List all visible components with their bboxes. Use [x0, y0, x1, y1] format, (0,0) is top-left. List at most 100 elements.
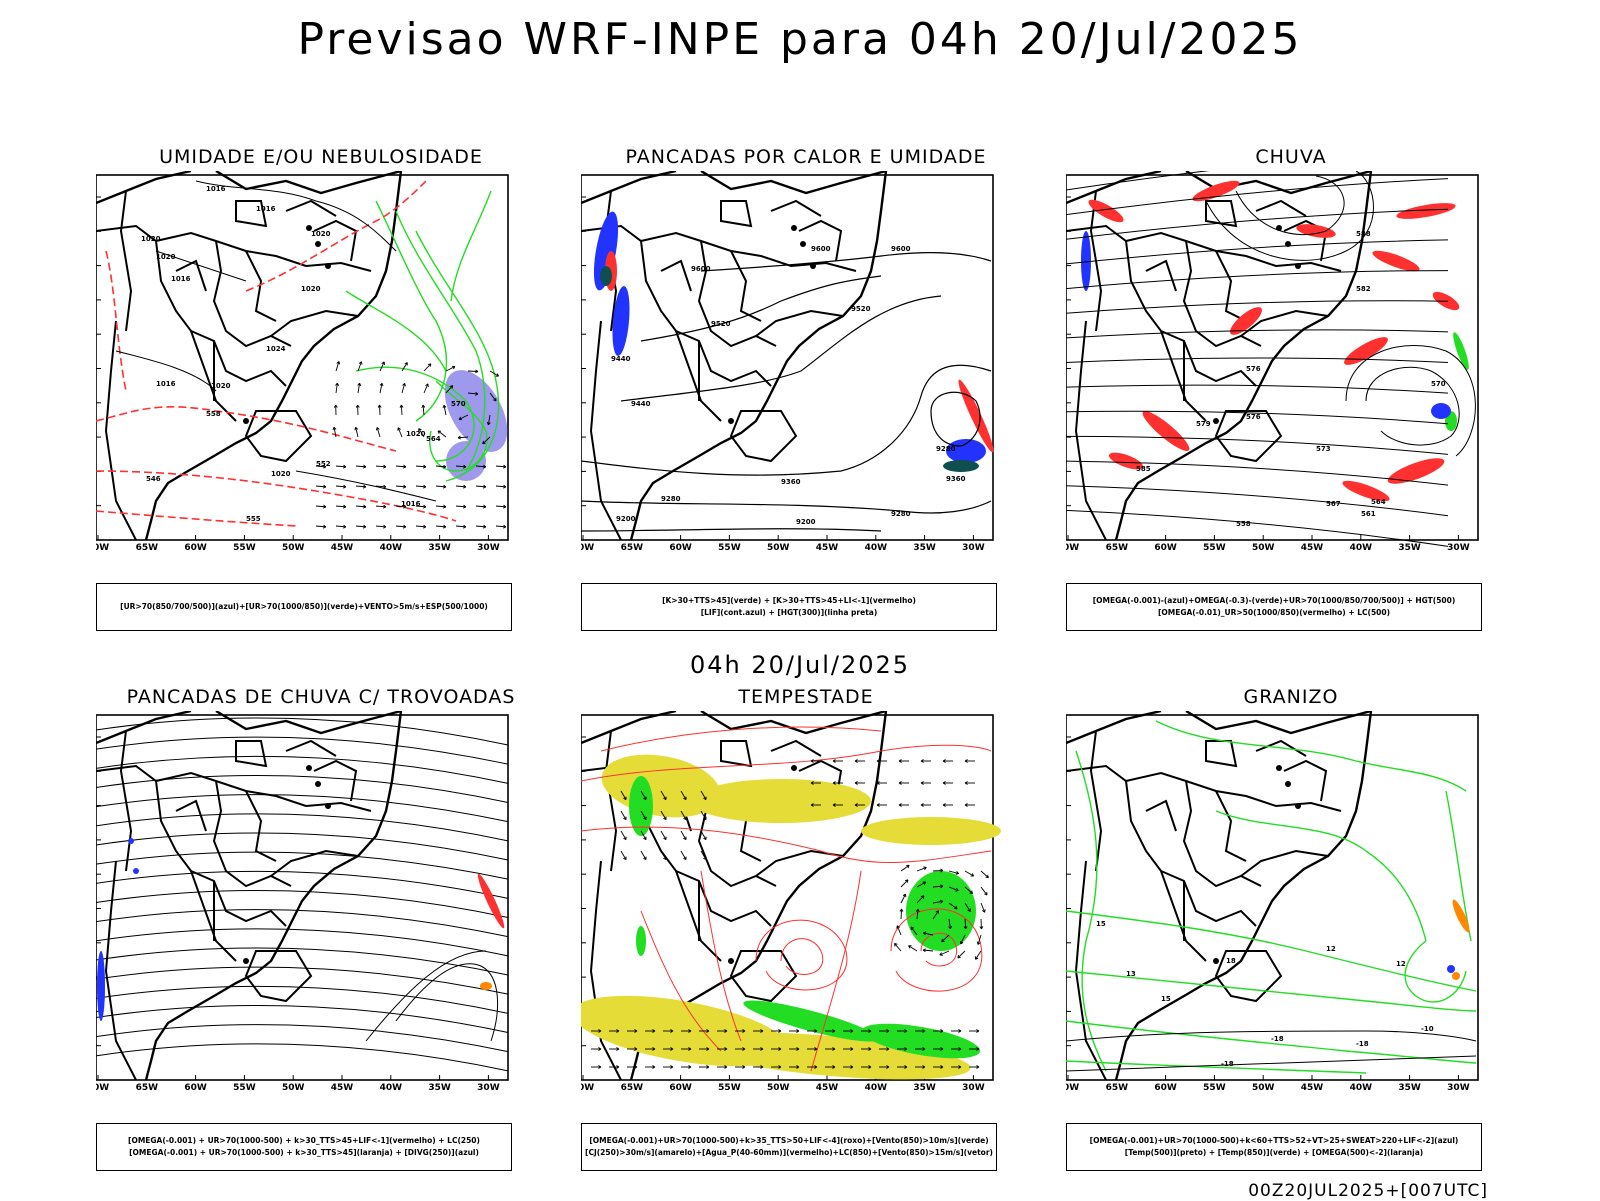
contour-label: 9200	[796, 518, 816, 526]
country-border	[236, 741, 266, 766]
lake	[1276, 765, 1282, 771]
contour-label: 588	[1356, 230, 1371, 238]
contour-label: 1020	[141, 235, 161, 243]
country-border	[1076, 321, 1106, 540]
legend-line: [OMEGA(-0.001) + UR>70(1000-500) + k>30_…	[97, 1135, 511, 1147]
lake	[1295, 263, 1301, 269]
omega-orange-patch	[1450, 898, 1472, 934]
panel-title: PANCADAS POR CALOR E UMIDADE	[581, 146, 1031, 168]
rain-area	[1086, 177, 1462, 505]
streamline	[96, 1044, 508, 1071]
contour-label: 9200	[616, 515, 636, 523]
panel-granizo: GRANIZO 12S15S18S21S24S27S30S33S36S39S42…	[1066, 686, 1556, 1186]
lon-tick-label: 30W	[477, 1083, 500, 1093]
lon-tick-label: 50W	[1252, 543, 1275, 553]
contour-label: 15	[1096, 920, 1106, 928]
lake	[800, 241, 806, 247]
jet-area-patch	[861, 817, 1001, 845]
contour-line	[1066, 1061, 1366, 1073]
lon-tick-label: 45W	[331, 1083, 354, 1093]
lon-tick-label: 65W	[1106, 543, 1129, 553]
contour-label: 558	[206, 410, 221, 418]
wind-vector	[894, 943, 901, 951]
streamline	[1066, 358, 1448, 363]
country-border	[731, 411, 796, 461]
divergence-area-patch	[97, 951, 105, 1021]
country-border	[606, 731, 616, 871]
lon-tick-label: 40W	[380, 1083, 403, 1093]
lon-tick-label: 65W	[1106, 1083, 1129, 1093]
lon-tick-label: 40W	[1350, 1083, 1373, 1093]
jet-area-patch	[691, 779, 871, 823]
lon-tick-label: 65W	[136, 1083, 159, 1093]
country-border	[1216, 251, 1246, 321]
lake	[315, 781, 321, 787]
legend-box: [K>30+TTS>45](verde) + [K>30+TTS>45+LI<-…	[581, 583, 997, 631]
contour-label: 12	[1326, 945, 1336, 953]
lon-tick-label: 65W	[136, 543, 159, 553]
country-border	[246, 951, 311, 1001]
page-title: Previsao WRF-INPE para 04h 20/Jul/2025	[0, 14, 1600, 65]
lon-tick-label: 70W	[581, 1083, 594, 1093]
lon-tick-label: 60W	[184, 1083, 207, 1093]
lon-tick-label: 55W	[233, 1083, 256, 1093]
lif-area	[589, 210, 986, 463]
country-border	[661, 261, 691, 291]
contour-label: 9360	[781, 478, 801, 486]
contour-label: 585	[1136, 465, 1151, 473]
country-border	[731, 251, 761, 321]
streamline	[96, 986, 508, 1013]
contour-label: 1016	[156, 380, 176, 388]
contour-label: 1016	[206, 185, 226, 193]
omega-blue-patch	[1431, 403, 1451, 419]
lon-tick-label: 55W	[233, 543, 256, 553]
contour-label: -18	[1221, 1060, 1234, 1068]
lake	[243, 418, 249, 424]
contour-line	[581, 529, 881, 531]
lon-tick-label: 30W	[1447, 543, 1470, 553]
legend-line: [K>30+TTS>45](verde) + [K>30+TTS>45+LI<-…	[582, 595, 996, 607]
streamline	[1066, 179, 1448, 215]
lake	[1285, 781, 1291, 787]
contour-line	[451, 191, 491, 301]
map-base: 12S15S18S21S24S27S30S33S36S39S42S70W65W6…	[581, 171, 993, 553]
country-border	[106, 861, 136, 1080]
contour-label: 9280	[661, 495, 681, 503]
contour-line	[621, 296, 941, 401]
map-chuva: 12S15S18S21S24S27S30S33S36S39S42S70W65W6…	[1066, 171, 1556, 571]
wind-vector	[424, 364, 431, 371]
contour-label: 9600	[891, 245, 911, 253]
contour-label: -18	[1356, 1040, 1369, 1048]
lon-tick-label: 55W	[1203, 543, 1226, 553]
panel-chuva: CHUVA 12S15S18S21S24S27S30S33S36S39S42S7…	[1066, 146, 1556, 646]
wind-vector	[981, 887, 987, 895]
streamline	[1066, 330, 1448, 338]
country-border	[246, 251, 276, 321]
contour-label: 552	[316, 460, 331, 468]
lon-tick-label: 30W	[962, 1083, 985, 1093]
lon-tick-label: 70W	[581, 543, 594, 553]
lake	[306, 765, 312, 771]
contour-label: 15	[1161, 995, 1171, 1003]
lon-tick-label: 50W	[282, 543, 305, 553]
coastline	[1066, 711, 1371, 1080]
omega-orange-patch	[1452, 972, 1460, 980]
lon-tick-label: 50W	[1252, 1083, 1275, 1093]
lake	[1213, 958, 1219, 964]
contour-label: 564	[426, 435, 441, 443]
streamline	[96, 756, 508, 783]
map-tempestade: 12S15S18S21S24S27S30S33S36S39S42S70W65W6…	[581, 711, 1071, 1111]
hail-area-patch	[1447, 965, 1455, 973]
country-border	[156, 781, 286, 926]
hail-area	[1447, 965, 1455, 973]
omega-blue-patch	[1081, 231, 1091, 291]
country-border	[1126, 781, 1256, 926]
legend-line: [LIF](cont.azul) + [HGT(300)](linha pret…	[582, 607, 996, 619]
panel-title: GRANIZO	[1066, 686, 1516, 708]
omega-green-patch	[1450, 331, 1471, 371]
lake	[728, 418, 734, 424]
lon-tick-label: 60W	[669, 543, 692, 553]
map-pancadas-trovoadas: 12S15S18S21S24S27S30S33S36S39S42S70W65W6…	[96, 711, 586, 1111]
contour-label: 1016	[256, 205, 276, 213]
lon-tick-label: 40W	[380, 543, 403, 553]
